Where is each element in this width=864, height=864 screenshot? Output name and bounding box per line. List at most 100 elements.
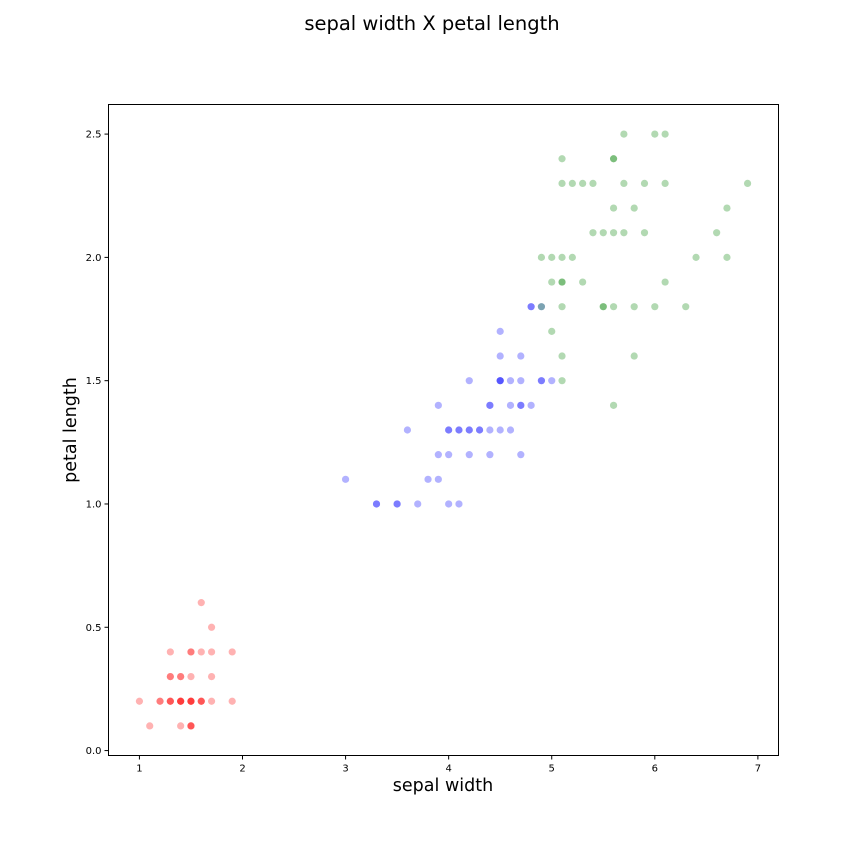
data-point <box>537 303 546 311</box>
data-point <box>434 451 442 459</box>
data-point <box>187 697 195 705</box>
data-point <box>166 672 174 681</box>
data-point <box>166 697 174 705</box>
data-point <box>568 253 576 261</box>
data-point <box>197 697 205 705</box>
data-point <box>187 672 195 681</box>
data-point <box>661 130 669 138</box>
data-point <box>558 253 566 261</box>
data-point <box>177 697 185 705</box>
data-point <box>156 697 164 705</box>
data-point <box>537 303 546 311</box>
data-point <box>445 451 453 459</box>
data-point <box>743 179 752 188</box>
data-point <box>506 426 515 434</box>
y-tick-label: 1.5 <box>86 376 102 387</box>
data-point <box>609 155 618 163</box>
data-point <box>579 179 587 188</box>
data-point <box>589 179 597 188</box>
data-point <box>609 401 618 409</box>
data-point <box>609 204 618 212</box>
data-point <box>187 722 195 730</box>
data-point <box>558 377 566 385</box>
data-point <box>424 475 432 483</box>
data-point <box>589 229 597 237</box>
data-point <box>197 697 205 705</box>
data-point <box>207 672 216 681</box>
data-point <box>197 648 205 656</box>
data-point <box>558 352 566 360</box>
data-point <box>177 722 185 730</box>
data-point <box>434 401 442 409</box>
points-layer <box>135 130 752 730</box>
data-point <box>475 426 484 434</box>
x-tick-label: 6 <box>652 764 658 775</box>
data-point <box>166 697 174 705</box>
data-point <box>620 229 628 237</box>
data-point <box>661 278 669 286</box>
data-point <box>146 722 154 730</box>
data-point <box>630 204 638 212</box>
data-point <box>475 426 484 434</box>
data-point <box>341 475 350 483</box>
data-point <box>527 303 535 311</box>
data-point <box>609 229 618 237</box>
data-point <box>177 672 185 681</box>
data-point <box>455 426 463 434</box>
data-point <box>177 672 185 681</box>
data-point <box>558 303 566 311</box>
data-point <box>548 278 556 286</box>
data-point <box>548 377 556 385</box>
data-point <box>228 697 236 705</box>
data-point <box>527 401 535 409</box>
data-point <box>496 426 504 434</box>
data-point <box>486 401 494 409</box>
data-point <box>177 697 185 705</box>
x-axis-label: sepal width <box>393 776 493 796</box>
x-tick-label: 1 <box>136 764 142 775</box>
data-point <box>166 672 174 681</box>
data-point <box>517 401 525 409</box>
x-tick-label: 7 <box>755 764 761 775</box>
data-point <box>651 303 659 311</box>
data-point <box>548 253 556 261</box>
data-point <box>177 697 185 705</box>
data-point <box>517 401 525 409</box>
data-point <box>187 697 195 705</box>
data-point <box>661 179 669 188</box>
data-point <box>486 451 494 459</box>
data-point <box>609 303 618 311</box>
data-point <box>496 377 504 385</box>
y-tick-label: 2.5 <box>86 130 102 141</box>
data-point <box>197 599 205 607</box>
data-point <box>393 500 401 508</box>
x-tick-label: 2 <box>239 764 245 775</box>
data-point <box>465 426 473 434</box>
data-point <box>692 253 700 261</box>
data-point <box>455 426 463 434</box>
data-point <box>517 377 525 385</box>
data-point <box>568 179 576 188</box>
data-point <box>599 303 607 311</box>
data-point <box>537 377 546 385</box>
data-point <box>506 377 515 385</box>
plot-area-frame <box>108 104 779 756</box>
data-point <box>723 253 731 261</box>
data-point <box>393 500 401 508</box>
data-point <box>630 303 638 311</box>
y-tick-label: 2.0 <box>86 253 102 264</box>
data-point <box>187 648 195 656</box>
y-axis-ticks: 0.0 0.5 1.0 1.5 2.0 2.5 <box>86 130 109 757</box>
data-point <box>558 278 566 286</box>
data-point <box>558 278 566 286</box>
data-point <box>620 179 628 188</box>
data-point <box>187 697 195 705</box>
data-point <box>187 648 195 656</box>
data-point <box>465 426 473 434</box>
chart-title: sepal width X petal length <box>304 12 560 35</box>
data-point <box>651 130 659 138</box>
data-point <box>640 229 649 237</box>
data-point <box>527 303 535 311</box>
data-point <box>414 500 422 508</box>
